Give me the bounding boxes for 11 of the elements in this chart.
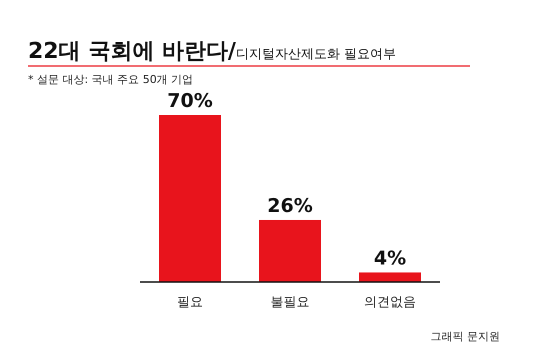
category: 불필요 (270, 295, 310, 310)
annotation: * 설문 대상: 국내 주요 50개 기업 (28, 73, 194, 86)
category: 의견없음 (364, 295, 416, 310)
data-label: 26% (267, 194, 313, 217)
annotation: 그래픽 문지원 (430, 330, 500, 343)
data-label: 4% (374, 247, 406, 270)
chart-title: 22대 국회에 바란다/ (28, 39, 237, 64)
category: 필요 (177, 295, 203, 310)
data-label: 70% (167, 90, 213, 112)
title: 22대 국회에 바란다/디지털자산제도화 필요여부 (28, 39, 396, 64)
subtitle: 디지털자산제도화 필요여부 (236, 47, 396, 62)
